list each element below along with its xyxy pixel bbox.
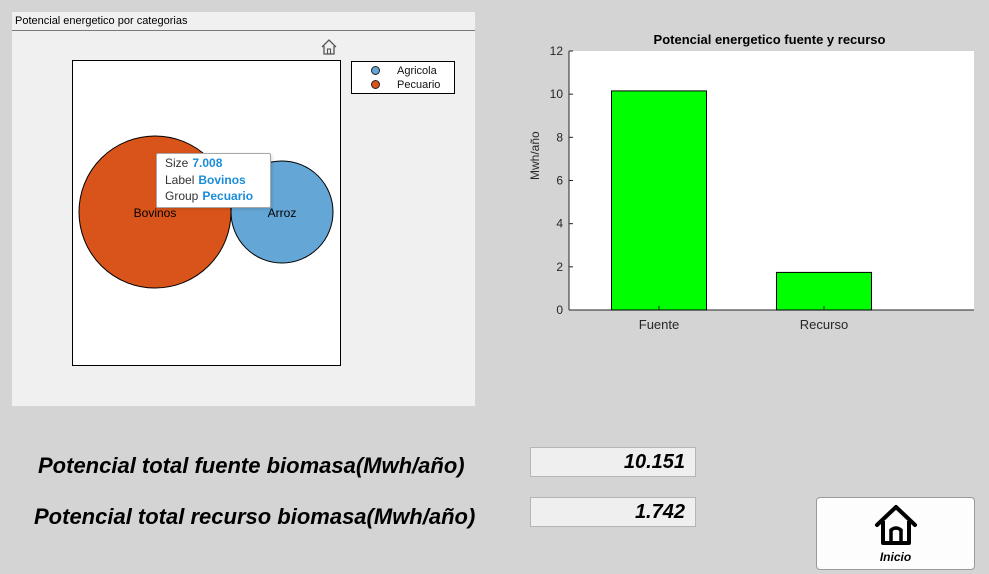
legend-marker-agricola	[371, 66, 380, 75]
datatip-size-row: Size 7.008	[165, 155, 222, 171]
total-recurso-field: 1.742	[530, 497, 696, 527]
datatip-group-label: Group	[165, 189, 199, 203]
bar-chart[interactable]: 0 2 4 6 8 10 12 Fuente Recurso	[520, 40, 980, 340]
restore-view-icon[interactable]	[320, 38, 338, 56]
y-tick-label-0: 0	[556, 303, 563, 317]
datatip-label-row: Label Bovinos	[165, 172, 246, 188]
total-fuente-label: Potencial total fuente biomasa(Mwh/año)	[38, 453, 465, 478]
bar-fuente	[611, 90, 707, 311]
legend-label-agricola: Agricola	[397, 65, 437, 77]
bubble-label-arroz: Arroz	[268, 206, 297, 220]
datatip-group-row: Group Pecuario	[165, 188, 253, 204]
datatip-label-label: Label	[165, 173, 195, 187]
inicio-button-label: Inicio	[879, 550, 912, 564]
y-tick-label-4: 4	[556, 217, 563, 231]
y-tick-label-6: 6	[556, 174, 563, 188]
y-tick-label-10: 10	[550, 87, 564, 101]
legend-marker-pecuario	[371, 80, 380, 89]
datatip: Size 7.008 Label Bovinos Group Pecuario	[156, 153, 271, 208]
legend-item-pecuario[interactable]: Pecuario	[352, 78, 454, 92]
bubble-chart-axes[interactable]: Bovinos Arroz	[72, 60, 341, 366]
datatip-size-value: 7.008	[192, 156, 223, 170]
bubble-legend[interactable]: Agricola Pecuario	[351, 61, 455, 94]
total-fuente-field: 10.151	[530, 447, 696, 477]
legend-label-pecuario: Pecuario	[397, 79, 441, 91]
y-tick-label-12: 12	[550, 44, 564, 58]
legend-item-agricola[interactable]: Agricola	[352, 64, 454, 78]
inicio-button[interactable]: Inicio	[816, 497, 975, 570]
y-tick-label-2: 2	[556, 260, 563, 274]
categories-panel: Potencial energetico por categorias Bovi…	[12, 12, 475, 406]
total-recurso-label: Potencial total recurso biomasa(Mwh/año)	[34, 504, 476, 529]
bar-chart-title: Potencial energetico fuente y recurso	[653, 32, 886, 47]
y-tick-label-8: 8	[556, 130, 563, 144]
home-icon	[875, 505, 917, 545]
x-tick-label-fuente: Fuente	[639, 317, 679, 332]
datatip-group-value: Pecuario	[202, 189, 254, 203]
panel-title: Potencial energetico por categorias	[12, 12, 475, 31]
datatip-size-label: Size	[165, 156, 189, 170]
bubble-label-bovinos: Bovinos	[134, 206, 177, 220]
x-tick-label-recurso: Recurso	[800, 317, 848, 332]
datatip-label-value: Bovinos	[198, 173, 246, 187]
bar-recurso	[776, 271, 872, 311]
